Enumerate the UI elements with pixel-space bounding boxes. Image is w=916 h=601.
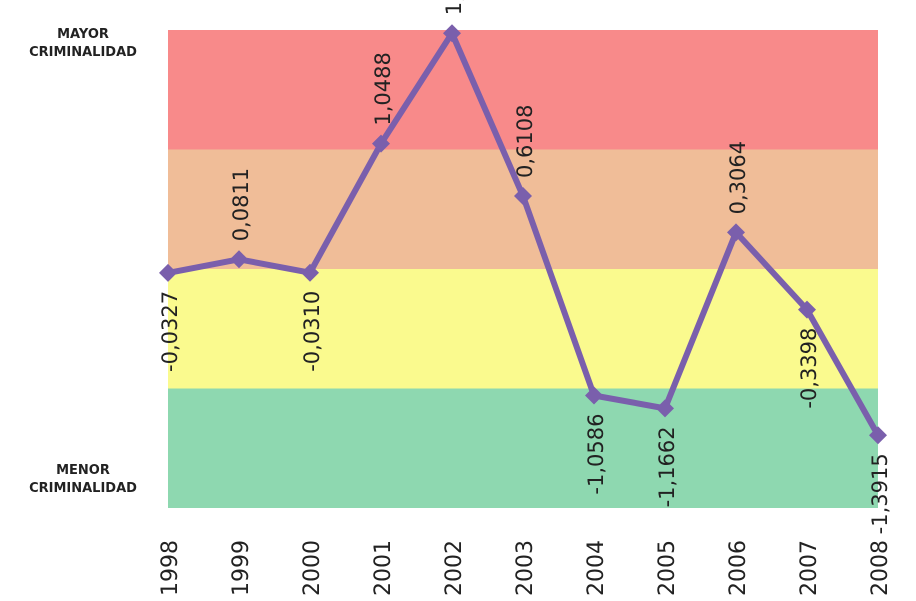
lower-crime-label: MENOR CRIMINALIDAD <box>18 462 148 498</box>
data-point-2003 <box>514 187 532 206</box>
x-tick-label-2006: 2006 <box>726 540 751 596</box>
x-tick-label-2005: 2005 <box>655 540 680 596</box>
data-label-2002: 1,9728 <box>442 0 466 15</box>
data-point-2000 <box>301 263 319 282</box>
x-tick-label-2007: 2007 <box>797 540 822 596</box>
higher-crime-label-line2: CRIMINALIDAD <box>29 45 137 60</box>
background-band-2 <box>168 149 878 269</box>
marker-group <box>159 24 887 445</box>
data-label-2003: 0,6108 <box>513 105 537 178</box>
data-label-2004: -1,0586 <box>584 414 608 495</box>
data-label-2008: -1,3915 <box>868 453 892 534</box>
x-tick-label-2000: 2000 <box>300 540 325 596</box>
x-tick-label-2004: 2004 <box>584 540 609 596</box>
x-tick-label-2002: 2002 <box>442 540 467 596</box>
data-point-2001 <box>372 134 390 153</box>
background-band-3 <box>168 269 878 389</box>
data-point-2005 <box>656 399 674 418</box>
data-label-1998: -0,0327 <box>158 291 182 372</box>
x-tick-label-2003: 2003 <box>513 540 538 596</box>
data-point-2002 <box>443 24 461 43</box>
x-tick-label-2008: 2008 <box>868 540 893 596</box>
data-point-2004 <box>585 386 603 405</box>
data-point-2007 <box>798 300 816 319</box>
x-tick-label-group: 1998 1999 2000 2001 2002 2003 2004 2005 2006 2007… <box>158 540 893 596</box>
lower-crime-label-line2: CRIMINALIDAD <box>29 481 137 496</box>
data-point-1998 <box>159 263 177 282</box>
lower-crime-label-line1: MENOR <box>56 463 110 478</box>
higher-crime-label-line1: MAYOR <box>57 27 109 42</box>
data-label-2005: -1,1662 <box>655 426 679 507</box>
higher-crime-label: MAYOR CRIMINALIDAD <box>18 26 148 62</box>
data-label-1999: 0,0811 <box>229 168 253 241</box>
background-band-4 <box>168 388 878 508</box>
data-label-2001: 1,0488 <box>371 52 395 125</box>
x-tick-label-2001: 2001 <box>371 540 396 596</box>
x-tick-label-1999: 1999 <box>229 540 254 596</box>
data-label-group: -0,0327 0,0811 -0,0310 1,0488 1,9728 0,6108 -1… <box>158 0 892 534</box>
background-bands <box>168 30 878 508</box>
data-label-2000: -0,0310 <box>300 291 324 372</box>
data-point-2008 <box>869 426 887 445</box>
data-label-2006: 0,3064 <box>726 141 750 214</box>
data-point-2006 <box>727 223 745 242</box>
background-band-1 <box>168 30 878 150</box>
data-label-2007: -0,3398 <box>797 328 821 409</box>
x-tick-label-1998: 1998 <box>158 540 183 596</box>
data-point-1999 <box>230 250 248 269</box>
